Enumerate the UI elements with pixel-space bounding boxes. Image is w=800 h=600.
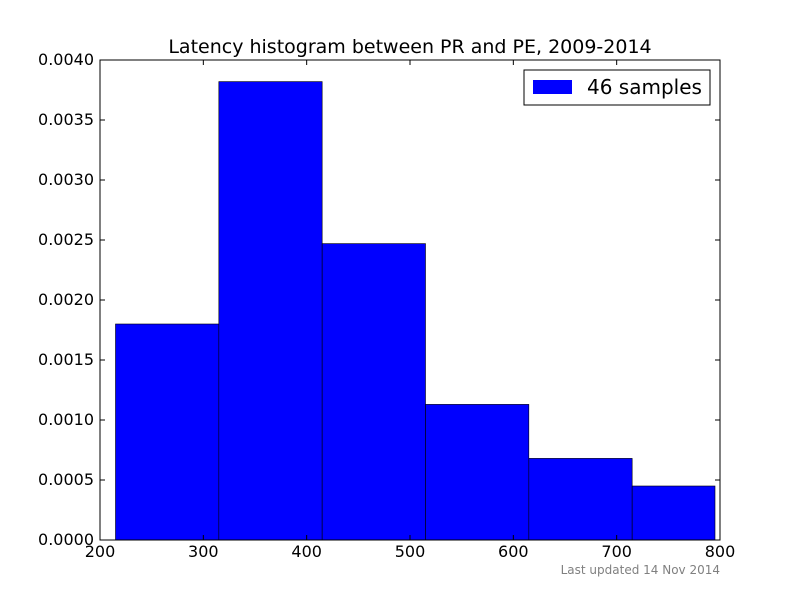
histogram-bar-3 bbox=[321, 243, 426, 541]
y-tick-label: 0.0000 bbox=[38, 530, 94, 549]
histogram-bar-1 bbox=[115, 323, 220, 541]
y-tick-label: 0.0040 bbox=[38, 50, 94, 69]
y-tick-label: 0.0020 bbox=[38, 290, 94, 309]
histogram-bar-6 bbox=[631, 485, 716, 541]
y-tick-label: 0.0005 bbox=[38, 470, 94, 489]
legend-label: 46 samples bbox=[587, 75, 702, 99]
legend-swatch bbox=[533, 80, 572, 94]
legend: 46 samples bbox=[523, 69, 711, 106]
y-tick-label: 0.0030 bbox=[38, 170, 94, 189]
x-tick-label: 300 bbox=[188, 542, 219, 561]
y-tick-label: 0.0010 bbox=[38, 410, 94, 429]
y-tick-label: 0.0015 bbox=[38, 350, 94, 369]
x-tick-label: 200 bbox=[85, 542, 116, 561]
histogram-bar-2 bbox=[218, 81, 323, 541]
x-axis: 200 300 400 500 600 700 800 bbox=[85, 60, 736, 561]
y-axis: 0.0000 0.0005 0.0010 0.0015 0.0020 0.0025 0.00… bbox=[38, 50, 720, 549]
x-tick-label: 400 bbox=[291, 542, 322, 561]
x-tick-label: 800 bbox=[705, 542, 736, 561]
chart-title: Latency histogram between PR and PE, 200… bbox=[168, 36, 651, 58]
histogram-bar-4 bbox=[425, 404, 530, 541]
last-updated-footnote: Last updated 14 Nov 2014 bbox=[561, 563, 720, 577]
x-tick-label: 600 bbox=[498, 542, 529, 561]
x-tick-label: 700 bbox=[601, 542, 632, 561]
y-tick-label: 0.0035 bbox=[38, 110, 94, 129]
bars-group bbox=[115, 81, 716, 541]
x-tick-label: 500 bbox=[395, 542, 426, 561]
histogram-bar-5 bbox=[528, 458, 633, 541]
y-tick-label: 0.0025 bbox=[38, 230, 94, 249]
